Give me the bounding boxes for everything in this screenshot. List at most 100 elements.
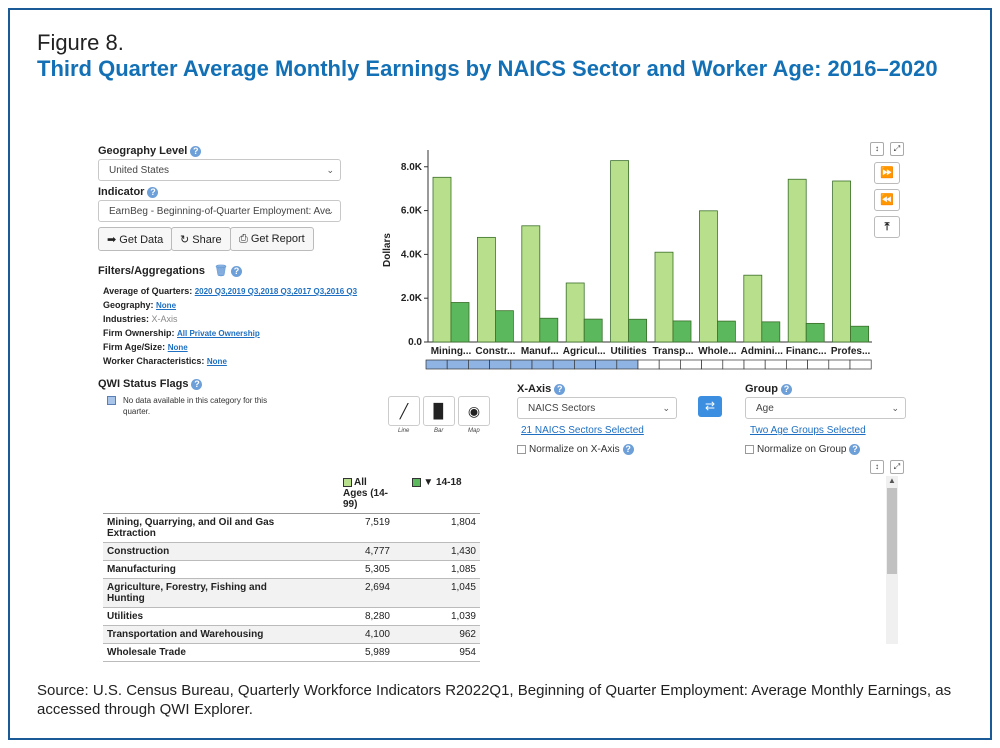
- geography-level-label: Geography Level?: [98, 145, 202, 157]
- filter-value[interactable]: None: [167, 343, 188, 352]
- sector-cell: Manufacturing: [103, 560, 308, 579]
- share-button[interactable]: ↻ Share: [171, 227, 231, 251]
- status-flag-text: No data available in this category for t…: [123, 396, 268, 416]
- x-axis-label: X-Axis?: [517, 383, 566, 395]
- group-label: Group?: [745, 383, 792, 395]
- resize-vertical-icon[interactable]: ↕: [870, 142, 884, 156]
- filters-label: Filters/Aggregations 🗑?: [98, 264, 242, 277]
- resize-vertical-icon[interactable]: ↕: [870, 460, 884, 474]
- column-header[interactable]: All Ages (14-99): [308, 474, 394, 514]
- value-cell: 1,045: [394, 578, 480, 608]
- chevron-down-icon: ⌄: [326, 206, 334, 216]
- bar-label: Bar: [434, 428, 444, 434]
- normalize-group-checkbox[interactable]: Normalize on Group?: [745, 444, 861, 455]
- rewind-button[interactable]: ⏪: [874, 189, 900, 211]
- help-icon[interactable]: ?: [781, 383, 792, 395]
- table-row: Agriculture, Forestry, Fishing and Hunti…: [103, 578, 480, 608]
- line-chart-icon: ╱: [399, 403, 409, 419]
- help-icon[interactable]: ?: [231, 265, 242, 277]
- table-row: Transportation and Warehousing 4,100 962: [103, 625, 480, 644]
- table-row: Manufacturing 5,305 1,085: [103, 560, 480, 579]
- filter-item: Industries: X-Axis: [103, 314, 178, 324]
- chevron-down-icon: ⌄: [662, 403, 670, 413]
- scroll-top-button[interactable]: ⤒: [874, 216, 900, 238]
- download-icon: ➡: [107, 234, 117, 246]
- sector-cell: Wholesale Trade: [103, 643, 308, 662]
- value-cell: 1,039: [394, 607, 480, 626]
- value-cell: 4,100: [308, 625, 394, 644]
- swap-axes-button[interactable]: ⇄: [698, 396, 722, 417]
- value-cell: 5,989: [308, 643, 394, 662]
- table-row: Utilities 8,280 1,039: [103, 607, 480, 626]
- filter-key: Firm Ownership:: [103, 328, 178, 338]
- value-cell: 962: [394, 625, 480, 644]
- print-icon: ⎙: [239, 233, 248, 245]
- scrollbar-thumb[interactable]: [887, 488, 897, 574]
- group-select[interactable]: Age ⌄: [745, 397, 906, 419]
- geography-select[interactable]: United States ⌄: [98, 159, 341, 181]
- help-icon[interactable]: ?: [191, 378, 203, 390]
- sector-cell: Construction: [103, 542, 308, 561]
- filter-value[interactable]: None: [156, 301, 177, 310]
- filter-item: Firm Ownership: All Private Ownership: [103, 328, 260, 338]
- filter-key: Firm Age/Size:: [103, 342, 168, 352]
- filter-key: Worker Characteristics:: [103, 356, 207, 366]
- chevron-down-icon: ⌄: [326, 165, 334, 175]
- filter-item: Geography: None: [103, 300, 176, 310]
- naics-sectors-link[interactable]: 21 NAICS Sectors Selected: [521, 425, 644, 436]
- value-cell: 5,305: [308, 560, 394, 579]
- value-cell: 4,777: [308, 542, 394, 561]
- value-cell: 1,430: [394, 542, 480, 561]
- filter-value: X-Axis: [151, 314, 178, 324]
- line-chart-button[interactable]: ╱: [388, 396, 420, 426]
- filter-item: Average of Quarters: 2020 Q3,2019 Q3,201…: [103, 286, 357, 296]
- bar-chart-button[interactable]: ▉: [423, 396, 455, 426]
- table-header-row: All Ages (14-99) ▼ 14-18: [103, 474, 480, 514]
- filter-key: Industries:: [103, 314, 152, 324]
- filter-value[interactable]: 2020 Q3,2019 Q3,2018 Q3,2017 Q3,2016 Q3: [194, 287, 358, 296]
- sector-cell: Mining, Quarrying, and Oil and Gas Extra…: [103, 513, 308, 543]
- x-axis-select[interactable]: NAICS Sectors ⌄: [517, 397, 677, 419]
- map-button[interactable]: ◉: [458, 396, 490, 426]
- age-groups-link[interactable]: Two Age Groups Selected: [750, 425, 866, 436]
- table-row: Construction 4,777 1,430: [103, 542, 480, 561]
- help-icon[interactable]: ?: [554, 383, 566, 395]
- filter-key: Geography:: [103, 300, 157, 310]
- value-cell: 1,085: [394, 560, 480, 579]
- fast-forward-button[interactable]: ⏩: [874, 162, 900, 184]
- help-icon[interactable]: ?: [622, 444, 634, 455]
- figure-label: Figure 8.: [37, 30, 124, 55]
- help-icon[interactable]: ?: [147, 186, 159, 198]
- value-cell: 1,804: [394, 513, 480, 543]
- indicator-select[interactable]: EarnBeg - Beginning-of-Quarter Employmen…: [98, 200, 341, 222]
- no-data-swatch: [107, 396, 116, 405]
- indicator-label: Indicator?: [98, 186, 159, 198]
- data-table: All Ages (14-99) ▼ 14-18 Mining, Quarryi…: [103, 474, 480, 662]
- filter-key: Average of Quarters:: [103, 286, 195, 296]
- trash-icon[interactable]: 🗑: [214, 265, 228, 277]
- value-cell: 954: [394, 643, 480, 662]
- table-row: Mining, Quarrying, and Oil and Gas Extra…: [103, 513, 480, 543]
- sector-cell: Agriculture, Forestry, Fishing and Hunti…: [103, 578, 308, 608]
- globe-icon: ◉: [467, 403, 481, 419]
- help-icon[interactable]: ?: [190, 145, 202, 157]
- filter-value[interactable]: All Private Ownership: [177, 329, 260, 338]
- map-label: Map: [468, 428, 480, 434]
- filter-value[interactable]: None: [206, 357, 227, 366]
- help-icon[interactable]: ?: [849, 444, 861, 455]
- scroll-up-icon[interactable]: ▲: [888, 476, 896, 485]
- filter-item: Worker Characteristics: None: [103, 356, 227, 366]
- get-report-button[interactable]: ⎙ Get Report: [230, 227, 314, 251]
- share-icon: ↻: [180, 234, 190, 246]
- value-cell: 8,280: [308, 607, 394, 626]
- get-data-button[interactable]: ➡ Get Data: [98, 227, 173, 251]
- fullscreen-icon[interactable]: ⤢: [890, 460, 904, 474]
- value-cell: 2,694: [308, 578, 394, 608]
- sector-cell: Transportation and Warehousing: [103, 625, 308, 644]
- value-cell: 7,519: [308, 513, 394, 543]
- status-flags-label: QWI Status Flags?: [98, 378, 203, 390]
- fullscreen-icon[interactable]: ⤢: [890, 142, 904, 156]
- table-row: Wholesale Trade 5,989 954: [103, 643, 480, 662]
- normalize-x-checkbox[interactable]: Normalize on X-Axis?: [517, 444, 634, 455]
- column-header[interactable]: ▼ 14-18: [394, 474, 480, 514]
